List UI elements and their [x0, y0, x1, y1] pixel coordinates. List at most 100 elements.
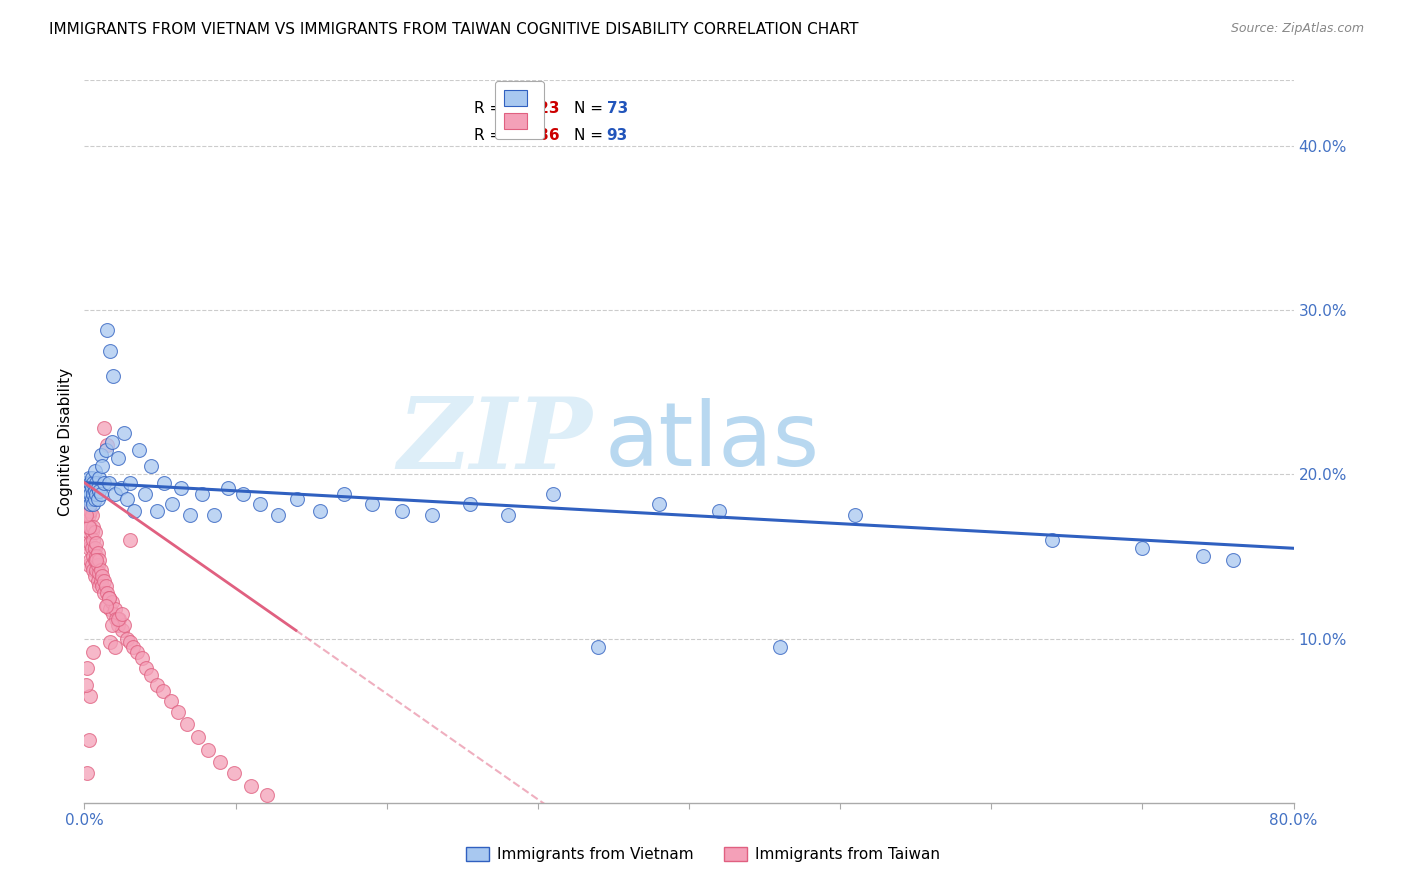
Text: R =: R = [474, 101, 506, 116]
Point [79, 497, 101, 511]
Point [121, 640, 143, 654]
Point [82, 645, 104, 659]
Point [100, 595, 122, 609]
Point [267, 508, 290, 523]
Point [82, 549, 104, 564]
Point [118, 475, 141, 490]
Point [769, 640, 792, 654]
Point [82, 563, 104, 577]
Point [128, 442, 150, 457]
Point [96, 599, 118, 613]
Point [112, 618, 135, 632]
Point [76, 481, 98, 495]
Point [77, 497, 100, 511]
Point [94, 442, 117, 457]
Point [90, 574, 112, 588]
Text: ZIP: ZIP [398, 393, 592, 490]
Point [139, 667, 162, 681]
Point [541, 487, 564, 501]
Point [82, 475, 104, 490]
Point [82, 487, 104, 501]
Point [76, 536, 98, 550]
Point [239, 780, 262, 794]
Point [93, 475, 115, 490]
Point [77, 558, 100, 572]
Point [80, 491, 103, 506]
Point [80, 470, 103, 484]
Point [89, 579, 111, 593]
Point [87, 574, 110, 588]
Point [80, 541, 103, 556]
Point [79, 475, 101, 490]
Point [458, 497, 481, 511]
Point [90, 487, 112, 501]
Point [87, 481, 110, 495]
Point [222, 766, 245, 780]
Point [77, 491, 100, 506]
Point [115, 632, 138, 646]
Point [191, 487, 214, 501]
Point [176, 717, 198, 731]
Point [170, 481, 193, 495]
Point [122, 503, 145, 517]
Point [84, 569, 107, 583]
Text: -0.123: -0.123 [505, 101, 560, 116]
Point [159, 694, 181, 708]
Point [75, 475, 97, 490]
Point [100, 434, 122, 449]
Point [98, 602, 121, 616]
Point [93, 421, 115, 435]
Text: N =: N = [574, 101, 607, 116]
Point [89, 470, 111, 484]
Point [104, 640, 127, 654]
Point [80, 524, 103, 539]
Point [98, 344, 121, 359]
Point [127, 645, 149, 659]
Text: IMMIGRANTS FROM VIETNAM VS IMMIGRANTS FROM TAIWAN COGNITIVE DISABILITY CORRELATI: IMMIGRANTS FROM VIETNAM VS IMMIGRANTS FR… [49, 22, 859, 37]
Point [107, 612, 129, 626]
Point [84, 464, 107, 478]
Point [84, 524, 107, 539]
Point [152, 684, 174, 698]
Point [135, 661, 157, 675]
Point [80, 481, 103, 495]
Point [91, 569, 114, 583]
Point [87, 558, 110, 572]
Point [217, 481, 239, 495]
Point [75, 491, 97, 506]
Point [202, 508, 225, 523]
Point [588, 640, 610, 654]
Point [86, 563, 108, 577]
Point [111, 624, 134, 638]
Legend: , : , [495, 80, 544, 138]
Point [89, 483, 111, 498]
Point [86, 475, 108, 490]
Point [105, 612, 128, 626]
Point [160, 497, 183, 511]
Point [84, 541, 107, 556]
Point [91, 579, 114, 593]
Point [86, 536, 108, 550]
Point [82, 533, 104, 547]
Point [115, 491, 138, 506]
Point [97, 591, 120, 605]
Y-axis label: Cognitive Disability: Cognitive Disability [58, 368, 73, 516]
Point [76, 503, 98, 517]
Point [87, 491, 110, 506]
Point [75, 677, 97, 691]
Point [97, 475, 120, 490]
Point [360, 497, 382, 511]
Point [76, 661, 98, 675]
Point [91, 459, 114, 474]
Text: -0.436: -0.436 [505, 128, 560, 143]
Text: R =: R = [474, 128, 506, 143]
Point [89, 566, 111, 580]
Point [118, 533, 141, 547]
Point [146, 677, 169, 691]
Point [197, 743, 219, 757]
Text: 73: 73 [607, 101, 628, 116]
Point [89, 553, 111, 567]
Point [1222, 553, 1244, 567]
Point [94, 599, 117, 613]
Point [104, 487, 127, 501]
